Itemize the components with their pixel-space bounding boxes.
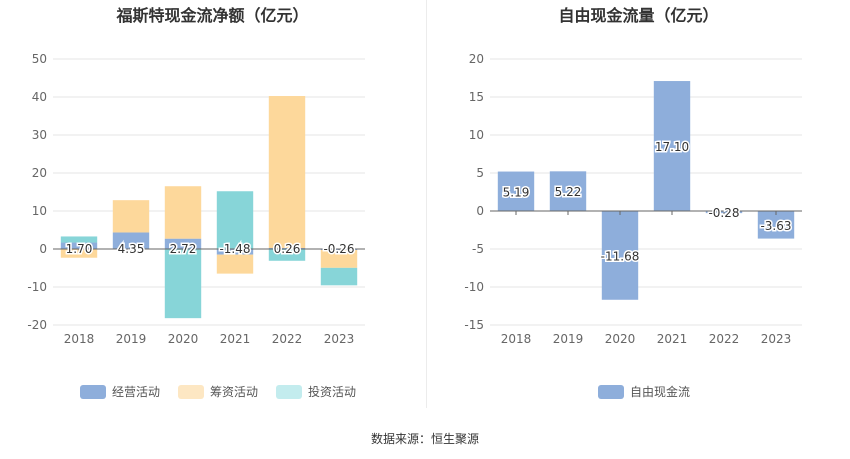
right-chart-title: 自由现金流量（亿元）: [558, 6, 719, 25]
data-label-2023: -3.63: [760, 219, 791, 233]
y-tick-label: 10: [469, 128, 484, 142]
data-label-2019: 4.35: [118, 242, 145, 256]
bar-2021-series-0: [653, 81, 691, 211]
x-tick-label: 2019: [116, 332, 147, 346]
legend-item-free-cash-flow[interactable]: 自由现金流: [598, 383, 690, 400]
data-label-2021: -1.48: [219, 242, 250, 256]
y-tick-label: -5: [472, 242, 484, 256]
y-tick-label: 30: [32, 128, 47, 142]
legend-label-financing: 筹资活动: [210, 385, 259, 399]
right-chart-legend: 自由现金流: [598, 383, 690, 400]
y-tick-label: 0: [39, 242, 47, 256]
y-tick-label: 40: [32, 90, 47, 104]
data-label-2018: 5.19: [503, 185, 530, 199]
x-tick-label: 2021: [657, 332, 688, 346]
bar-2020-series-1: [164, 186, 202, 239]
data-label-2022: -0.28: [708, 206, 739, 220]
bar-2018-series-1: [60, 249, 98, 258]
bar-2023-series-1: [320, 249, 358, 268]
bar-2019-series-0: [112, 232, 150, 249]
legend-item-operating[interactable]: 经营活动: [80, 383, 160, 400]
bar-2022-series-2: [268, 249, 306, 261]
bar-2023-series-2: [320, 267, 358, 286]
bar-2021-series-2: [216, 191, 254, 249]
x-tick-label: 2019: [553, 332, 584, 346]
y-tick-label: 15: [469, 90, 484, 104]
chart-divider: [426, 0, 427, 408]
bar-2021-series-1: [216, 254, 254, 274]
data-label-2019: 5.22: [555, 185, 582, 199]
bar-2018-series-0: [60, 242, 98, 249]
data-source-note: 数据来源：恒生聚源: [370, 432, 479, 446]
x-tick-label: 2020: [605, 332, 636, 346]
y-tick-label: -10: [27, 280, 47, 294]
legend-label-free-cash-flow: 自由现金流: [630, 385, 691, 399]
legend-label-investing: 投资活动: [308, 385, 357, 399]
x-tick-label: 2018: [64, 332, 95, 346]
x-tick-label: 2018: [501, 332, 532, 346]
y-tick-label: -15: [464, 318, 484, 332]
x-tick-label: 2020: [168, 332, 199, 346]
legend-swatch-operating: [80, 384, 106, 399]
data-label-2020: 2.72: [170, 242, 197, 256]
data-label-2018: 1.70: [66, 242, 93, 256]
y-tick-label: 5: [476, 166, 484, 180]
y-tick-label: 10: [32, 204, 47, 218]
y-tick-label: 20: [32, 166, 47, 180]
left-chart-plot: -20 -10 0 10 20 30 40 50 2018 2019 2020 2021 2022 202…: [27, 52, 365, 346]
legend-swatch-free-cash-flow: [598, 384, 624, 399]
x-tick-label: 2023: [761, 332, 792, 346]
data-label-2022: 0.26: [274, 242, 301, 256]
y-tick-label: 50: [32, 52, 47, 66]
bar-2019-series-0: [549, 171, 587, 211]
data-label-2023: -0.26: [323, 242, 354, 256]
y-tick-label: -20: [27, 318, 47, 332]
bar-2020-series-2: [164, 249, 202, 319]
y-tick-label: -10: [464, 280, 484, 294]
legend-label-operating: 经营活动: [112, 385, 161, 399]
x-tick-label: 2021: [220, 332, 251, 346]
bar-2018-series-2: [60, 236, 98, 243]
data-label-2020: -11.68: [601, 249, 640, 263]
x-tick-label: 2022: [709, 332, 740, 346]
y-tick-label: 20: [469, 52, 484, 66]
bar-2019-series-1: [112, 200, 150, 233]
y-tick-label: 0: [476, 204, 484, 218]
left-chart-legend: 经营活动 筹资活动 投资活动: [80, 383, 356, 400]
bar-2023-series-0: [757, 211, 795, 239]
x-tick-label: 2023: [324, 332, 355, 346]
bar-2018-series-0: [497, 171, 535, 211]
right-chart-plot: -15 -10 -5 0 5 10 15 20 2018 2019 2020 2021 2022 2023…: [464, 52, 802, 346]
legend-swatch-financing: [178, 384, 205, 399]
legend-item-investing[interactable]: 投资活动: [276, 383, 356, 400]
x-tick-label: 2022: [272, 332, 303, 346]
bar-2020-series-0: [601, 211, 639, 300]
bar-2020-series-0: [164, 238, 202, 249]
legend-swatch-investing: [276, 384, 303, 399]
data-label-2021: 17.10: [655, 140, 689, 154]
legend-item-financing[interactable]: 筹资活动: [178, 383, 258, 400]
left-chart-title: 福斯特现金流净额（亿元）: [116, 6, 309, 25]
bar-2022-series-1: [268, 96, 306, 249]
